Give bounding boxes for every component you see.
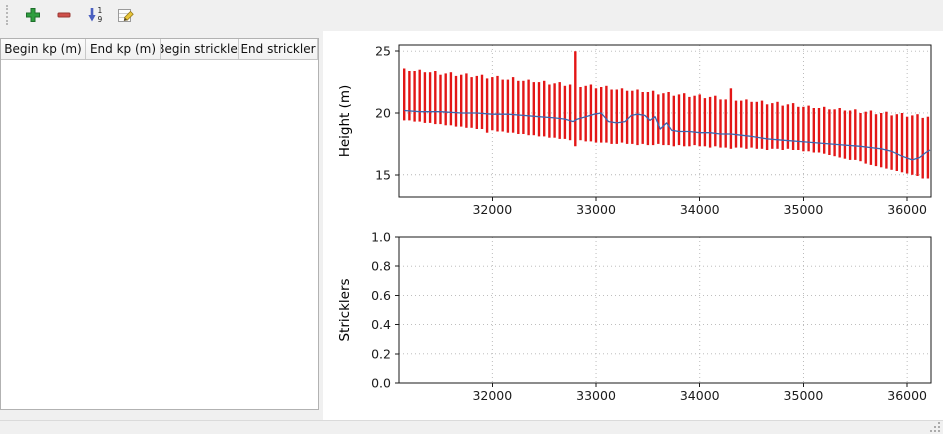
table-body[interactable] — [1, 60, 318, 409]
svg-text:34000: 34000 — [680, 202, 720, 217]
svg-text:0.0: 0.0 — [371, 376, 391, 391]
svg-text:32000: 32000 — [472, 202, 512, 217]
svg-text:Height (m): Height (m) — [337, 85, 353, 158]
panel-splitter[interactable] — [319, 31, 323, 420]
svg-text:35000: 35000 — [784, 202, 824, 217]
svg-text:35000: 35000 — [784, 388, 824, 403]
svg-text:0.4: 0.4 — [371, 317, 391, 332]
minus-icon — [56, 7, 72, 23]
plus-icon — [25, 7, 41, 23]
resize-grip[interactable] — [929, 421, 941, 433]
svg-text:32000: 32000 — [472, 388, 512, 403]
stricklers-table: Begin kp (m) End kp (m) Begin strickler End… — [0, 38, 319, 410]
table-header-row: Begin kp (m) End kp (m) Begin strickler End… — [1, 39, 318, 60]
svg-text:1: 1 — [98, 6, 103, 15]
svg-text:15: 15 — [375, 167, 391, 182]
svg-text:34000: 34000 — [680, 388, 720, 403]
column-header-2[interactable]: End kp (m) — [86, 39, 161, 59]
svg-text:1.0: 1.0 — [371, 230, 391, 245]
svg-text:9: 9 — [98, 15, 103, 24]
edit-button[interactable] — [113, 2, 139, 28]
svg-text:0.8: 0.8 — [371, 259, 391, 274]
column-header-3[interactable]: Begin strickler — [161, 39, 239, 59]
svg-text:33000: 33000 — [576, 388, 616, 403]
sort-button[interactable]: 1 9 — [82, 2, 108, 28]
svg-text:33000: 33000 — [576, 202, 616, 217]
svg-text:20: 20 — [375, 105, 391, 120]
status-bar — [0, 420, 943, 434]
svg-text:0.2: 0.2 — [371, 346, 391, 361]
chart-panel: 32000 33000 34000 35000 36000 15 20 25 Height (m… — [323, 31, 943, 420]
svg-text:36000: 36000 — [887, 202, 927, 217]
svg-text:25: 25 — [375, 44, 391, 59]
height-chart[interactable]: 32000 33000 34000 35000 36000 15 20 25 Height (m… — [323, 31, 943, 225]
stricklers-chart[interactable]: 32000 33000 34000 35000 36000 0.0 0.2 0.4 0.6 0.8… — [323, 225, 943, 420]
svg-text:Stricklers: Stricklers — [337, 278, 353, 341]
remove-button[interactable] — [51, 2, 77, 28]
column-header-1[interactable]: Begin kp (m) — [1, 39, 86, 59]
edit-icon — [117, 6, 135, 24]
column-header-4[interactable]: End strickler — [239, 39, 318, 59]
svg-text:36000: 36000 — [887, 388, 927, 403]
toolbar: 1 9 — [0, 0, 943, 30]
toolbar-handle[interactable] — [6, 5, 12, 25]
sort-numeric-icon: 1 9 — [86, 6, 104, 24]
add-button[interactable] — [20, 2, 46, 28]
svg-text:0.6: 0.6 — [371, 288, 391, 303]
